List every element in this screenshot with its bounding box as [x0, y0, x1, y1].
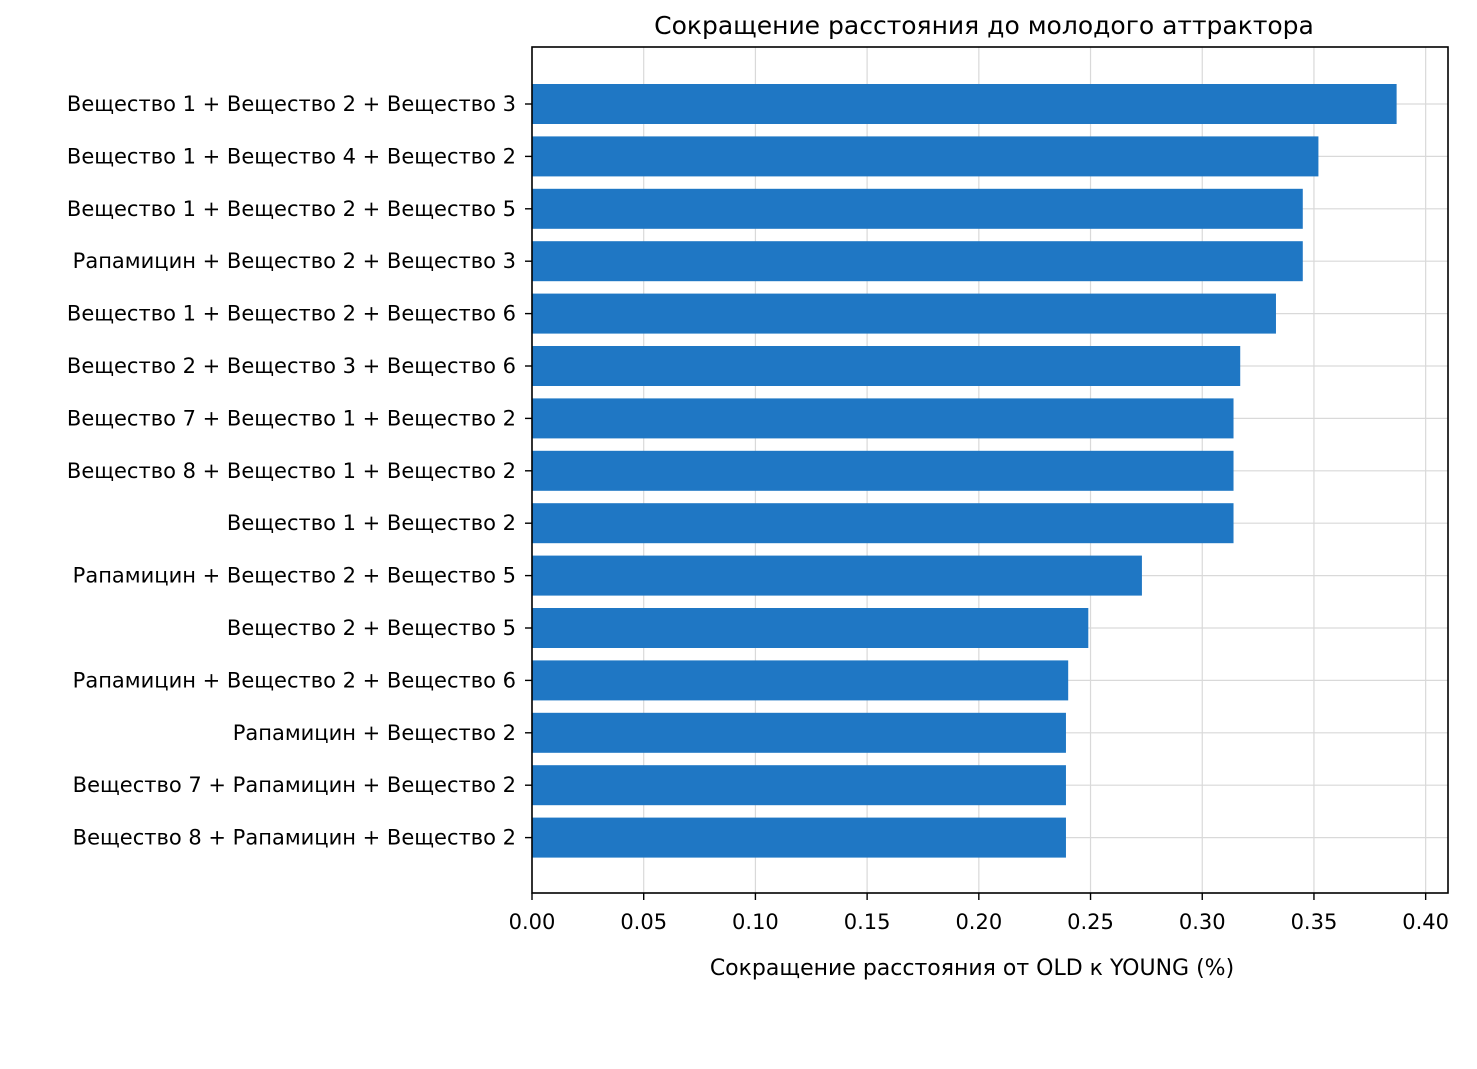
bars — [532, 84, 1397, 858]
y-category-label: Рапамицин + Вещество 2 + Вещество 5 — [73, 564, 516, 588]
y-category-label: Вещество 1 + Вещество 2 — [227, 511, 516, 535]
y-category-label: Вещество 2 + Вещество 3 + Вещество 6 — [67, 354, 516, 378]
bar — [532, 608, 1089, 648]
bar — [532, 84, 1397, 124]
plot-frame — [531, 46, 1449, 894]
x-tick-label: 0.15 — [844, 910, 891, 934]
y-category-label: Вещество 1 + Вещество 4 + Вещество 2 — [67, 144, 516, 168]
bar — [532, 660, 1069, 701]
x-axis-ticks: 0.00 0.05 0.10 0.15 0.20 0.25 0.30 0.35 0.40 — [509, 893, 1449, 934]
y-category-label: Рапамицин + Вещество 2 + Вещество 3 — [73, 249, 516, 273]
y-category-label: Вещество 1 + Вещество 2 + Вещество 5 — [67, 197, 516, 221]
y-category-label: Вещество 8 + Вещество 1 + Вещество 2 — [67, 459, 516, 483]
y-category-label: Вещество 1 + Вещество 2 + Вещество 3 — [67, 92, 516, 116]
bar — [532, 241, 1303, 282]
bar — [532, 555, 1142, 596]
bar — [532, 765, 1066, 806]
y-category-label: Вещество 8 + Рапамицин + Вещество 2 — [73, 826, 516, 850]
x-tick-label: 0.20 — [955, 910, 1002, 934]
y-category-label: Вещество 7 + Вещество 1 + Вещество 2 — [67, 406, 516, 430]
x-tick-label: 0.30 — [1179, 910, 1226, 934]
x-tick-label: 0.00 — [509, 910, 556, 934]
x-tick-label: 0.35 — [1291, 910, 1338, 934]
x-tick-label: 0.05 — [620, 910, 667, 934]
bar — [532, 817, 1066, 858]
y-axis-category-labels: Вещество 1 + Вещество 2 + Вещество 3 Веще… — [67, 92, 532, 850]
y-category-label: Вещество 2 + Вещество 5 — [227, 616, 516, 640]
y-category-label: Вещество 7 + Рапамицин + Вещество 2 — [73, 773, 516, 797]
bar — [532, 450, 1234, 491]
x-tick-label: 0.40 — [1402, 910, 1449, 934]
bar — [532, 188, 1303, 229]
bar — [532, 398, 1234, 439]
bar — [532, 503, 1234, 544]
x-tick-label: 0.10 — [732, 910, 779, 934]
bar — [532, 293, 1276, 334]
bar — [532, 712, 1066, 753]
bar — [532, 346, 1241, 386]
y-category-label: Рапамицин + Вещество 2 + Вещество 6 — [73, 668, 516, 692]
chart-title: Сокращение расстояния до молодого аттрак… — [654, 11, 1314, 40]
x-tick-label: 0.25 — [1067, 910, 1114, 934]
y-category-label: Рапамицин + Вещество 2 — [233, 721, 516, 745]
x-axis-label: Сокращение расстояния от OLD к YOUNG (%) — [710, 956, 1234, 981]
bar — [532, 136, 1319, 177]
y-category-label: Вещество 1 + Вещество 2 + Вещество 6 — [67, 302, 516, 326]
